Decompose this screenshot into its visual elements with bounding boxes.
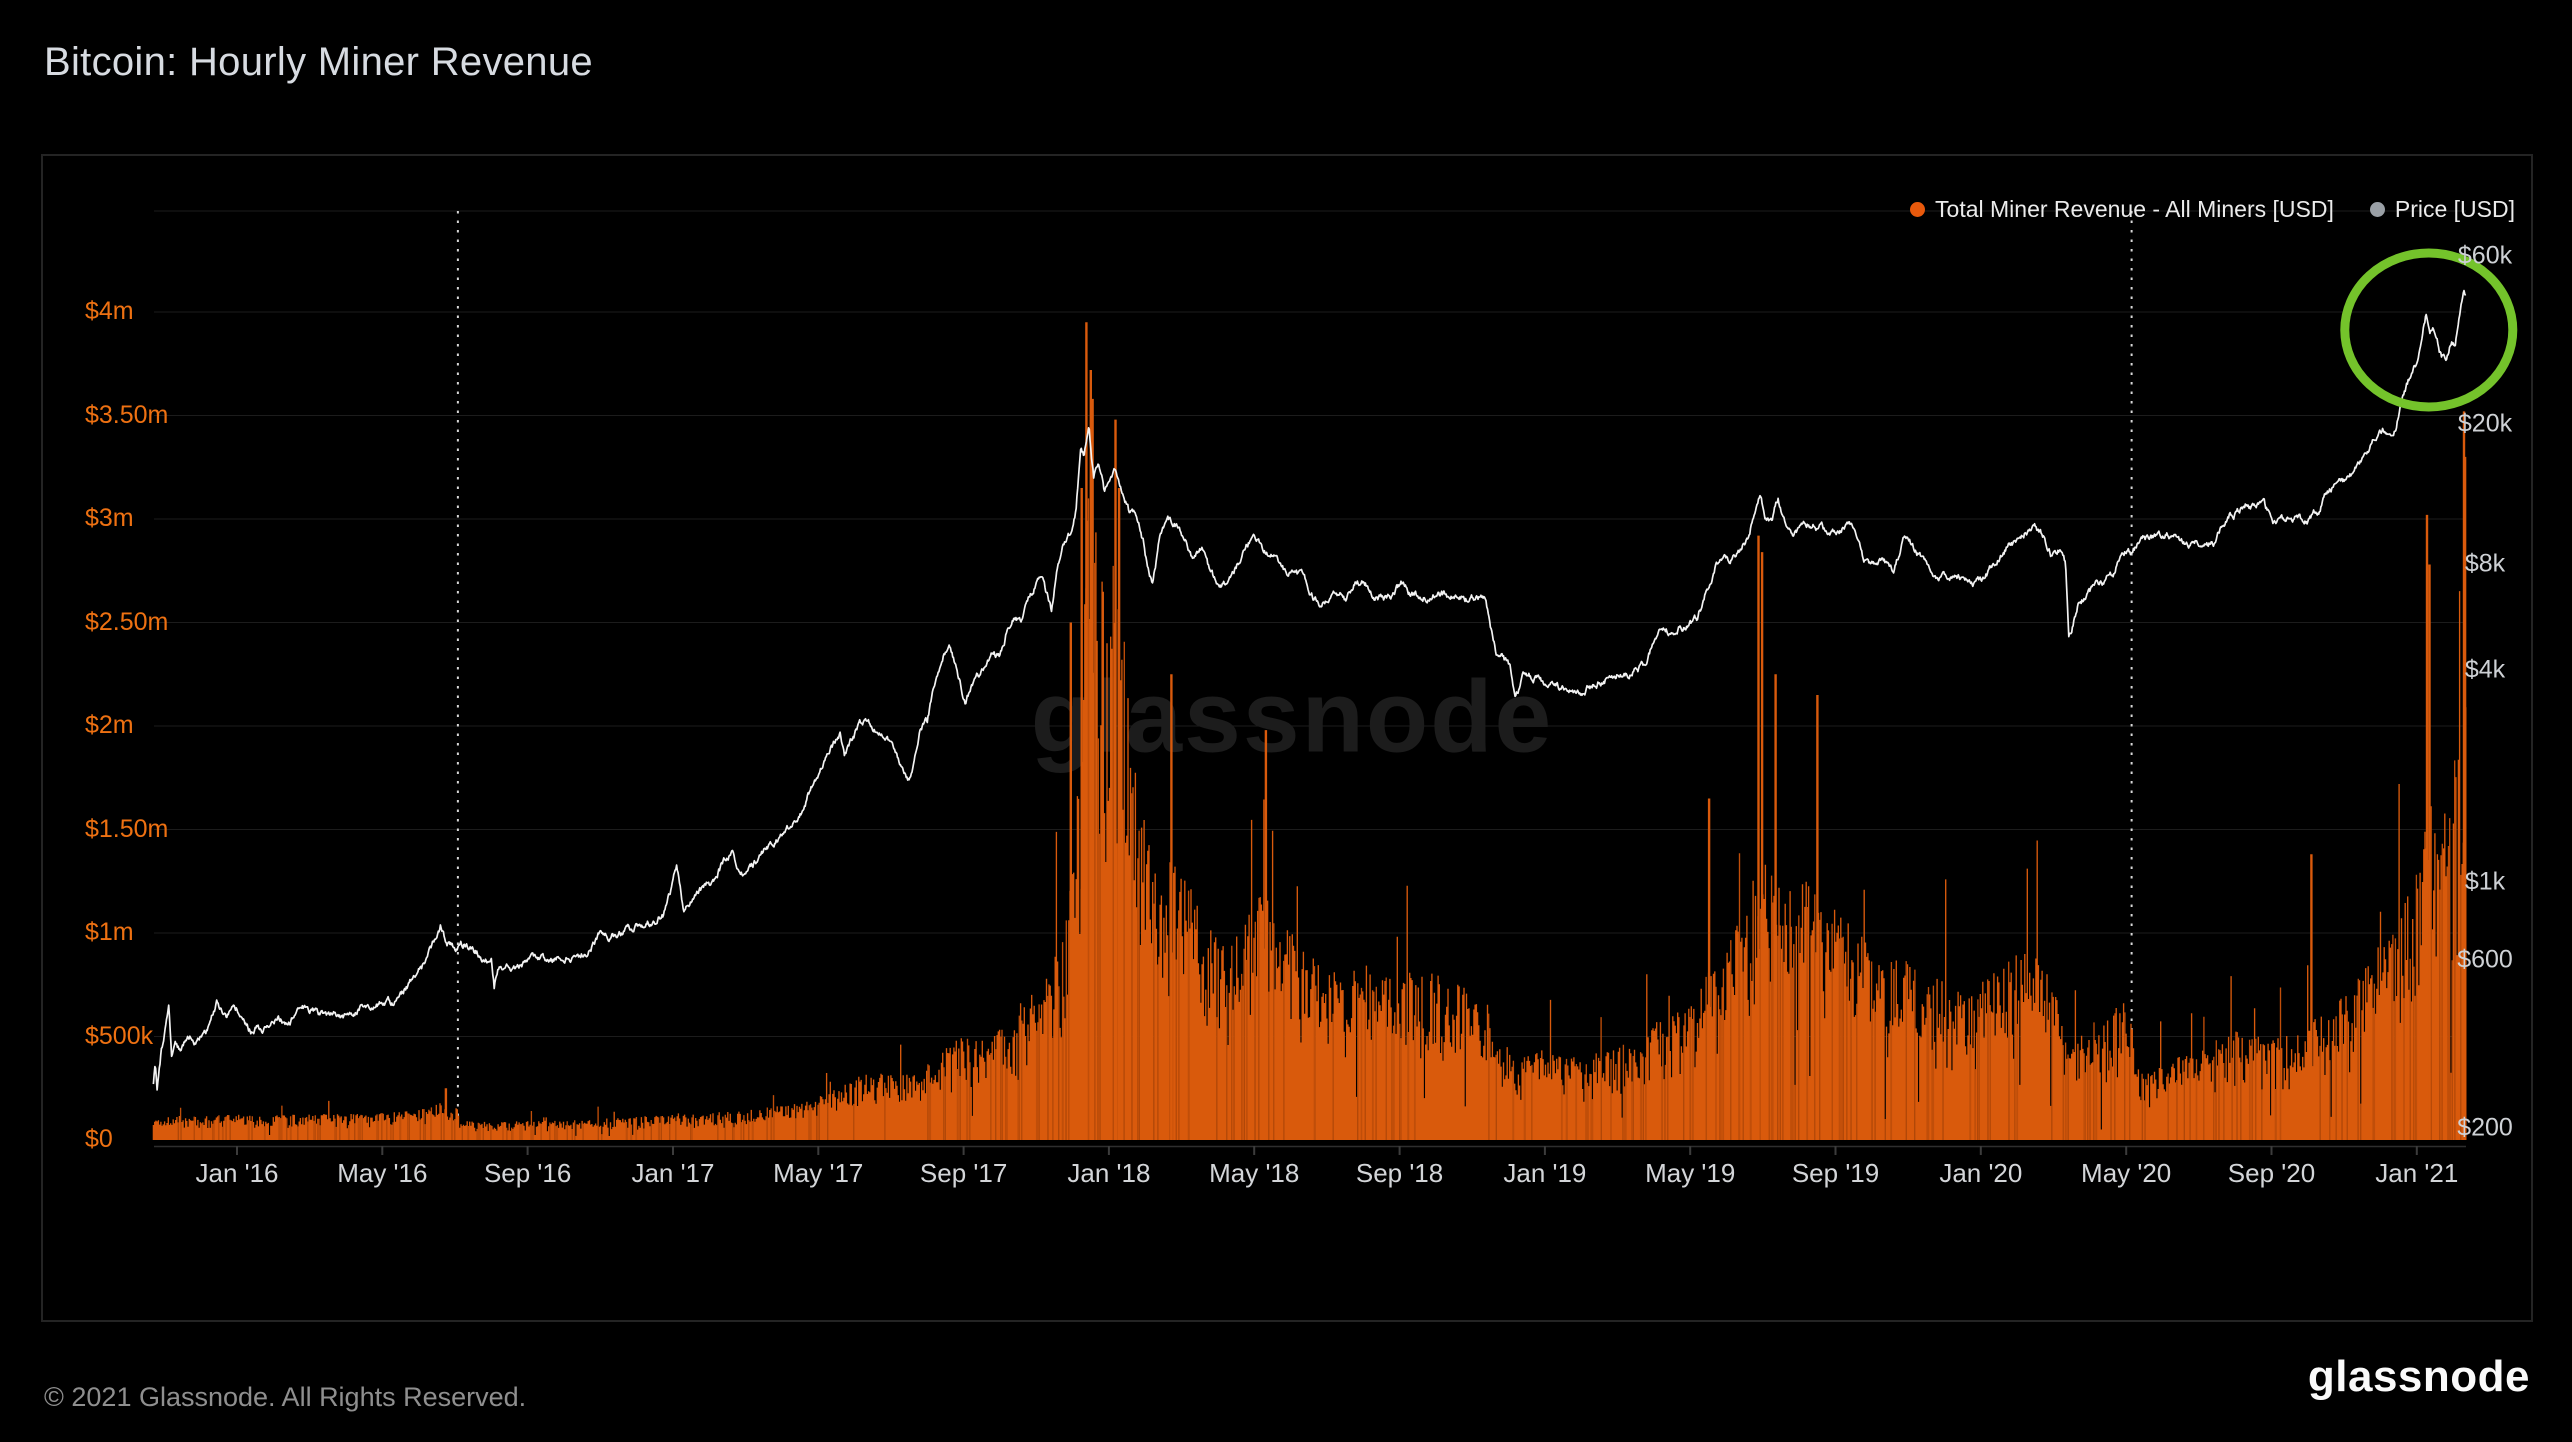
- legend-item-price[interactable]: Price [USD]: [2369, 196, 2515, 223]
- y-left-tick-label: $1m: [85, 918, 134, 946]
- legend-dot-price-icon: [2369, 202, 2385, 217]
- legend: Total Miner Revenue - All Miners [USD] P…: [1910, 196, 2515, 223]
- revenue-spike-bars: [444, 322, 2467, 1140]
- glassnode-logo: glassnode: [2307, 1352, 2530, 1401]
- y-right-tick-label: $1k: [2464, 867, 2506, 896]
- y-right-tick-label: $600: [2457, 945, 2513, 974]
- x-tick-label: May '20: [2081, 1158, 2172, 1188]
- x-tick-label: May '19: [1645, 1158, 1736, 1188]
- legend-item-miner-revenue[interactable]: Total Miner Revenue - All Miners [USD]: [1910, 196, 2334, 223]
- x-tick-label: Jan '18: [1067, 1158, 1151, 1188]
- y-right-tick-label: $4k: [2464, 655, 2506, 684]
- x-tick-label: Jan '17: [631, 1158, 715, 1188]
- miner-revenue-chart[interactable]: [43, 156, 2531, 1320]
- x-axis-ticks: [236, 1146, 2418, 1155]
- gridlines: [154, 210, 2466, 1037]
- y-left-tick-label: $3m: [85, 504, 134, 532]
- y-left-tick-label: $0: [85, 1125, 113, 1153]
- revenue-bars: [152, 520, 2467, 1140]
- y-right-tick-label: $8k: [2464, 549, 2506, 578]
- y-left-tick-label: $1.50m: [85, 814, 169, 843]
- price-line: [152, 289, 2467, 1091]
- y-left-tick-label: $4m: [85, 297, 134, 325]
- legend-dot-revenue-icon: [1910, 202, 1926, 217]
- chart-panel: glassnode $4m $3.50m $3m $2.50m $2m $1.50m $1m…: [41, 154, 2533, 1322]
- y-left-tick-label: $3.50m: [85, 400, 169, 429]
- y-right-tick-label: $20k: [2457, 409, 2513, 438]
- x-tick-label: Sep '18: [1355, 1158, 1444, 1188]
- y-right-tick-label: $200: [2457, 1113, 2513, 1142]
- x-tick-label: Sep '17: [919, 1158, 1008, 1188]
- x-tick-label: May '16: [337, 1158, 428, 1188]
- footer-copyright: © 2021 Glassnode. All Rights Reserved.: [44, 1382, 527, 1412]
- x-tick-label: Sep '19: [1791, 1158, 1880, 1188]
- legend-label-revenue: Total Miner Revenue - All Miners [USD]: [1935, 196, 2334, 222]
- x-tick-label: Jan '21: [2375, 1158, 2459, 1188]
- y-left-tick-label: $500k: [85, 1021, 154, 1050]
- legend-label-price: Price [USD]: [2394, 196, 2515, 222]
- y-right-tick-label: $60k: [2457, 241, 2513, 270]
- page-title: Bitcoin: Hourly Miner Revenue: [44, 40, 593, 84]
- y-left-tick-label: $2.50m: [85, 607, 169, 636]
- x-tick-label: May '17: [773, 1158, 864, 1188]
- highlight-circle: [2340, 248, 2518, 412]
- x-tick-label: Sep '16: [483, 1158, 572, 1188]
- x-tick-label: Jan '16: [195, 1158, 279, 1188]
- x-tick-label: Jan '19: [1503, 1158, 1587, 1188]
- x-tick-label: Sep '20: [2227, 1158, 2316, 1188]
- x-tick-label: Jan '20: [1939, 1158, 2023, 1188]
- x-tick-label: May '18: [1209, 1158, 1300, 1188]
- y-left-tick-label: $2m: [85, 711, 134, 739]
